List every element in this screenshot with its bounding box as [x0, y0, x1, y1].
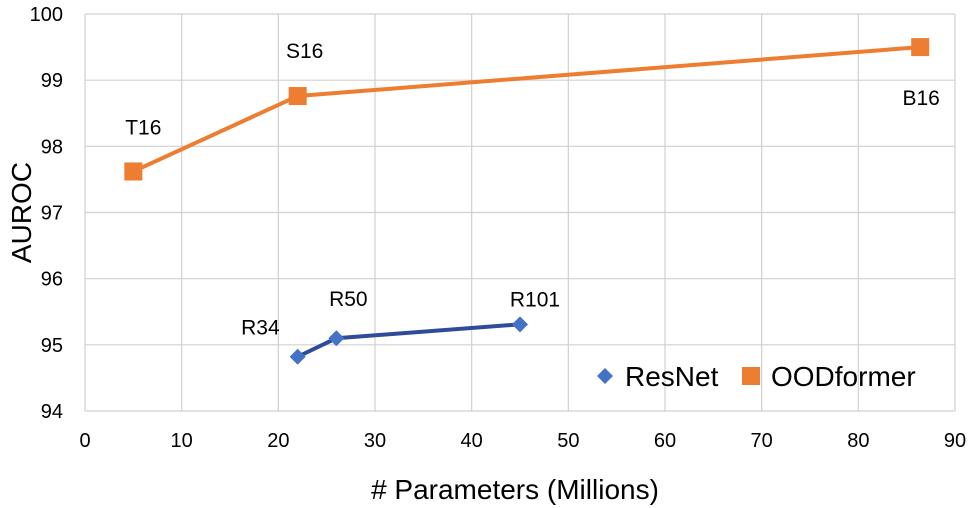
y-tick-label: 98	[41, 136, 63, 158]
legend: ResNet OODformer	[597, 361, 916, 392]
y-tick-label: 94	[41, 401, 63, 423]
series-resnet	[289, 316, 528, 365]
point-label: R34	[241, 317, 280, 340]
y-tick-label: 96	[41, 269, 63, 291]
series-line	[132, 45, 921, 174]
data-point-marker	[911, 38, 930, 57]
legend-item: ResNet	[597, 361, 719, 392]
x-tick-label: 50	[557, 430, 579, 452]
x-tick-label: 40	[461, 430, 483, 452]
y-tick-label: 100	[30, 4, 63, 26]
y-tick-labels: 94 95 96 97 98 99 100	[30, 4, 63, 423]
point-label: S16	[286, 40, 323, 63]
x-tick-label: 60	[654, 430, 676, 452]
y-tick-label: 95	[41, 335, 63, 357]
y-axis-title: AUROC	[6, 162, 37, 263]
x-tick-label: 20	[267, 430, 289, 452]
y-tick-label: 99	[41, 70, 63, 92]
point-label: R101	[510, 288, 560, 311]
x-axis-title: # Parameters (Millions)	[371, 474, 659, 505]
y-tick-label: 97	[41, 203, 63, 225]
x-tick-label: 90	[944, 430, 966, 452]
point-labels: R34 R50 R101 T16 S16 B16	[125, 40, 940, 340]
series-oodformer	[124, 38, 930, 181]
x-tick-label: 10	[171, 430, 193, 452]
x-tick-label: 0	[79, 430, 90, 452]
legend-square-icon	[742, 367, 760, 385]
point-label: T16	[125, 116, 161, 139]
point-label: R50	[329, 288, 368, 311]
data-point-marker	[124, 162, 143, 181]
x-tick-labels: 0 10 20 30 40 50 60 70 80 90	[79, 430, 966, 452]
legend-diamond-icon	[597, 368, 613, 384]
x-tick-label: 70	[751, 430, 773, 452]
series-layer	[124, 38, 930, 365]
legend-label: ResNet	[625, 361, 719, 392]
data-point-marker	[328, 330, 345, 347]
legend-item: OODformer	[742, 361, 916, 392]
data-point-marker	[289, 348, 306, 365]
data-point-marker	[512, 316, 528, 333]
data-point-marker	[288, 87, 307, 106]
x-tick-label: 80	[847, 430, 869, 452]
x-tick-label: 30	[364, 430, 386, 452]
point-label: B16	[903, 87, 940, 110]
legend-label: OODformer	[771, 361, 916, 392]
grid	[84, 13, 956, 412]
